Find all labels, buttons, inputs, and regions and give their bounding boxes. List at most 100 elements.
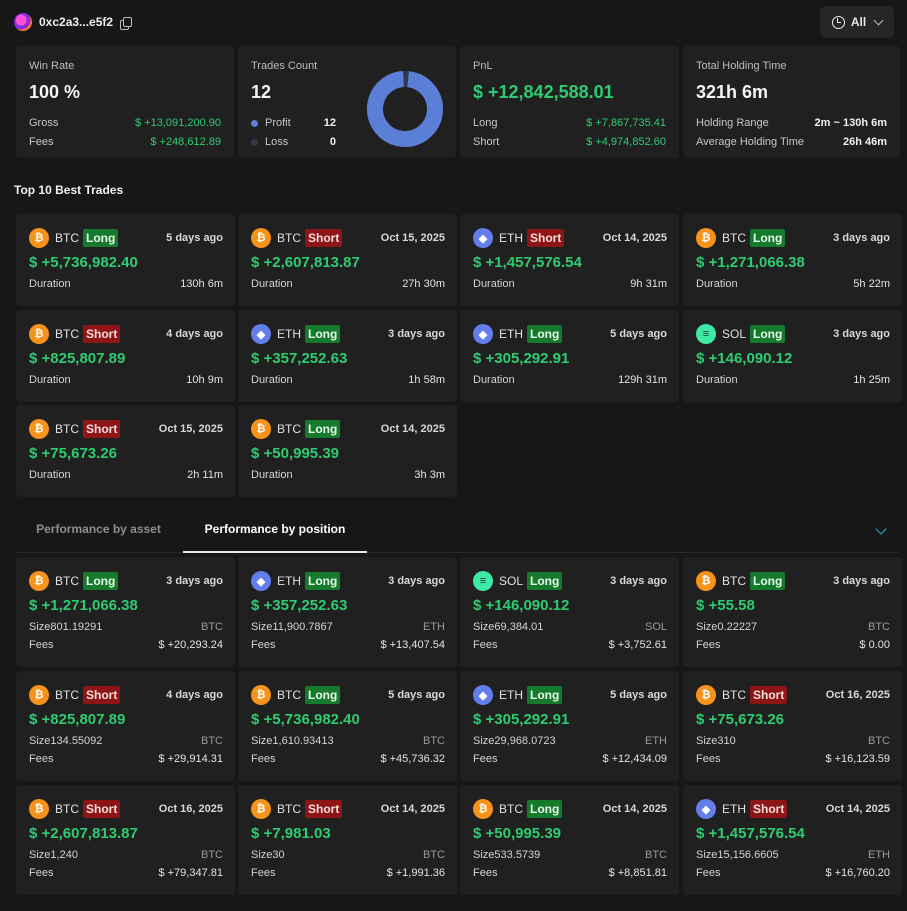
duration-label: Duration <box>696 278 738 290</box>
fees-value: $ +16,123.59 <box>825 753 890 765</box>
position-card[interactable]: ₿ BTC Short 4 days ago $ +825,807.89 Size134.… <box>16 671 235 781</box>
position-card[interactable]: ₿ BTC Short Oct 16, 2025 $ +75,673.26 Size310… <box>683 671 902 781</box>
size-unit: BTC <box>201 735 223 747</box>
size-unit: ETH <box>645 735 667 747</box>
size-value: 0.22227 <box>717 621 758 633</box>
best-trade-card[interactable]: ≡ SOL Long 3 days ago $ +146,090.12 Duration 1… <box>683 310 902 402</box>
trade-date: Oct 15, 2025 <box>380 232 445 244</box>
trade-date: Oct 14, 2025 <box>380 423 445 435</box>
position-pnl: $ +825,807.89 <box>29 711 126 728</box>
collapse-chevron-icon[interactable] <box>875 523 887 535</box>
side-badge: Short <box>83 800 121 818</box>
size-cell: Size0.22227 <box>696 621 757 635</box>
fees-row: Fees $ 0.00 <box>696 639 890 653</box>
size-label: Size <box>251 735 273 747</box>
card-header: ≡ SOL Long 3 days ago <box>473 571 667 591</box>
duration-value: 27h 30m <box>402 278 445 290</box>
btc-icon: ₿ <box>29 685 49 705</box>
position-card[interactable]: ◆ ETH Long 5 days ago $ +305,292.91 Size29,96… <box>460 671 679 781</box>
duration-value: 10h 9m <box>186 374 223 386</box>
eth-icon: ◆ <box>473 324 493 344</box>
position-card[interactable]: ₿ BTC Short Oct 14, 2025 $ +7,981.03 Size30 BT… <box>238 785 457 895</box>
duration-label: Duration <box>29 278 71 290</box>
size-label: Size <box>473 621 495 633</box>
size-unit: BTC <box>423 735 445 747</box>
fees-row: Fees $ +16,760.20 <box>696 867 890 881</box>
coin-symbol: BTC <box>55 574 79 588</box>
card-header: ≡ SOL Long 3 days ago <box>696 324 890 344</box>
position-pnl: $ +146,090.12 <box>473 597 570 614</box>
position-card[interactable]: ◆ ETH Short Oct 14, 2025 $ +1,457,576.54 Size… <box>683 785 902 895</box>
size-row: Size533.5739 BTC <box>473 849 667 863</box>
best-trade-card[interactable]: ◆ ETH Short Oct 14, 2025 $ +1,457,576.54 Dura… <box>460 214 679 306</box>
best-trade-card[interactable]: ◆ ETH Long 3 days ago $ +357,252.63 Duration 1… <box>238 310 457 402</box>
position-pnl: $ +50,995.39 <box>473 825 562 842</box>
card-header: ◆ ETH Short Oct 14, 2025 <box>473 228 667 248</box>
fees-value: $ +3,752.61 <box>608 639 667 651</box>
duration-value: 2h 11m <box>187 469 223 481</box>
position-pnl: $ +75,673.26 <box>696 711 785 728</box>
size-cell: Size1,240 <box>29 849 78 863</box>
fees-row: Fees $ +1,991.36 <box>251 867 445 881</box>
trade-pnl: $ +146,090.12 <box>696 350 793 367</box>
side-badge: Short <box>305 229 343 247</box>
trade-date: 5 days ago <box>388 689 445 701</box>
eth-icon: ◆ <box>473 685 493 705</box>
best-trade-card[interactable]: ◆ ETH Long 5 days ago $ +305,292.91 Duration 1… <box>460 310 679 402</box>
position-card[interactable]: ₿ BTC Long Oct 14, 2025 $ +50,995.39 Size533.… <box>460 785 679 895</box>
fees-value: $ +29,914.31 <box>158 753 223 765</box>
trade-date: Oct 16, 2025 <box>158 803 223 815</box>
size-unit: BTC <box>423 849 445 861</box>
duration-value: 3h 3m <box>414 469 445 481</box>
best-trade-card[interactable]: ₿ BTC Short Oct 15, 2025 $ +2,607,813.87 Dura… <box>238 214 457 306</box>
card-header: ₿ BTC Long 3 days ago <box>29 571 223 591</box>
side-badge: Long <box>527 800 563 818</box>
btc-icon: ₿ <box>29 799 49 819</box>
profit-label: Profit <box>265 117 291 129</box>
best-trade-card[interactable]: ₿ BTC Short Oct 15, 2025 $ +75,673.26 Duratio… <box>16 405 235 497</box>
position-card[interactable]: ◆ ETH Long 3 days ago $ +357,252.63 Size11,90… <box>238 557 457 667</box>
best-trade-card[interactable]: ₿ BTC Long Oct 14, 2025 $ +50,995.39 Duration… <box>238 405 457 497</box>
size-cell: Size533.5739 <box>473 849 540 863</box>
coin-symbol: SOL <box>499 574 524 588</box>
best-trade-card[interactable]: ₿ BTC Long 5 days ago $ +5,736,982.40 Duratio… <box>16 214 235 306</box>
size-unit: BTC <box>201 621 223 633</box>
fees-value: $ 0.00 <box>859 639 890 651</box>
best-trade-card[interactable]: ₿ BTC Long 3 days ago $ +1,271,066.38 Duratio… <box>683 214 902 306</box>
card-header: ₿ BTC Long 3 days ago <box>696 228 890 248</box>
size-label: Size <box>29 735 51 747</box>
size-value: 801.19291 <box>50 621 103 633</box>
fees-label: Fees <box>29 753 54 765</box>
side-badge: Long <box>305 686 341 704</box>
size-value: 134.55092 <box>50 735 103 747</box>
size-label: Size <box>696 849 718 861</box>
position-card[interactable]: ₿ BTC Long 3 days ago $ +1,271,066.38 Size801… <box>16 557 235 667</box>
duration-label: Duration <box>251 374 293 386</box>
coin-symbol: BTC <box>277 802 301 816</box>
fees-value: $ +16,760.20 <box>825 867 890 879</box>
fees-label: Fees <box>29 867 54 879</box>
duration-row: Duration 5h 22m <box>696 278 890 292</box>
time-filter-dropdown[interactable]: All <box>820 6 894 38</box>
size-unit: BTC <box>201 849 223 861</box>
duration-row: Duration 2h 11m <box>29 469 223 483</box>
win-rate-label: Win Rate <box>29 60 75 72</box>
fees-row: Fees $ +12,434.09 <box>473 753 667 767</box>
coin-symbol: BTC <box>722 688 746 702</box>
position-pnl: $ +2,607,813.87 <box>29 825 138 842</box>
tab-performance-by-position[interactable]: Performance by position <box>183 513 367 553</box>
trade-pnl: $ +75,673.26 <box>29 445 118 462</box>
position-card[interactable]: ₿ BTC Long 5 days ago $ +5,736,982.40 Size1,6… <box>238 671 457 781</box>
best-trade-card[interactable]: ₿ BTC Short 4 days ago $ +825,807.89 Duration… <box>16 310 235 402</box>
position-card[interactable]: ≡ SOL Long 3 days ago $ +146,090.12 Size69,38… <box>460 557 679 667</box>
fees-value: $ +1,991.36 <box>386 867 445 879</box>
clock-icon <box>831 15 845 29</box>
position-card[interactable]: ₿ BTC Short Oct 16, 2025 $ +2,607,813.87 Size… <box>16 785 235 895</box>
position-card[interactable]: ₿ BTC Long 3 days ago $ +55.58 Size0.22227 BTC… <box>683 557 902 667</box>
card-header: ₿ BTC Long Oct 14, 2025 <box>251 419 445 439</box>
coin-symbol: BTC <box>55 327 79 341</box>
tab-performance-by-asset[interactable]: Performance by asset <box>36 522 161 536</box>
copy-icon[interactable] <box>120 16 133 30</box>
trade-date: Oct 14, 2025 <box>602 232 667 244</box>
fees-row: Fees $ +8,851.81 <box>473 867 667 881</box>
